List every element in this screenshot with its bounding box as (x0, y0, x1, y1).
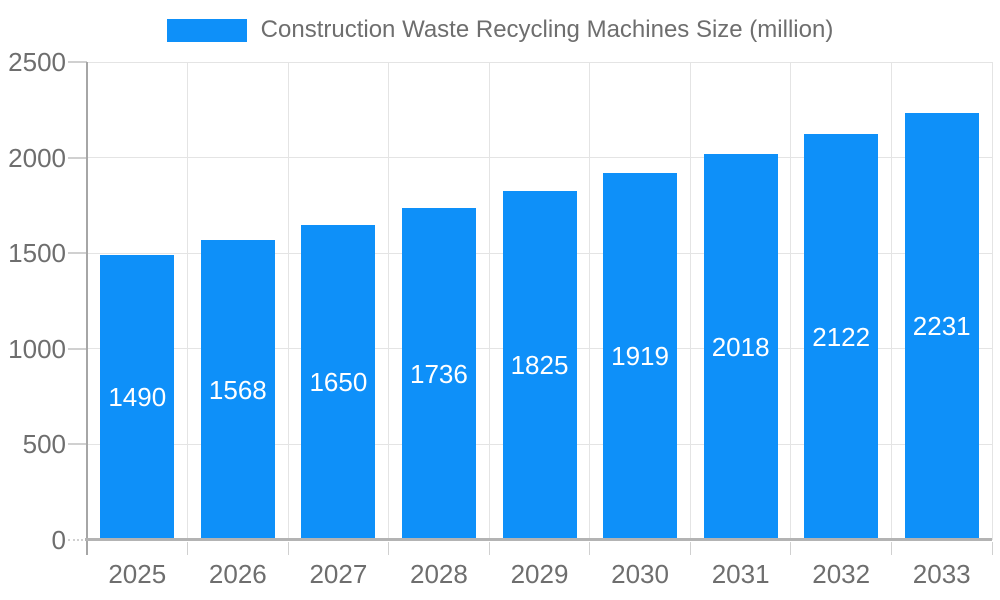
bar-value-label: 2122 (812, 321, 871, 352)
x-axis-tick (187, 542, 189, 555)
y-axis-tick-label: 2500 (8, 47, 66, 77)
x-gridline (187, 62, 189, 540)
y-axis-tick-label: 2000 (8, 142, 66, 173)
x-axis-tick (991, 542, 993, 555)
x-axis-tick (790, 542, 792, 555)
bar-value-label: 2231 (912, 311, 971, 342)
bar-2031[interactable]: 2018 (703, 154, 778, 540)
x-axis-tick (488, 542, 490, 555)
bar-value-label: 1825 (510, 350, 569, 381)
y-axis-tick-label: 1500 (8, 238, 66, 269)
y-axis-tick (68, 539, 87, 541)
bar-2029[interactable]: 1825 (502, 191, 577, 540)
y-axis-tick-label: 500 (22, 429, 66, 460)
bar-value-label: 1736 (410, 358, 468, 389)
y-axis-tick (68, 252, 87, 255)
x-axis-tick-label: 2028 (410, 559, 468, 589)
bar-value-label: 2018 (711, 331, 770, 362)
x-gridline (689, 62, 691, 540)
legend-swatch (166, 18, 247, 42)
x-axis-tick-label: 2033 (912, 559, 971, 589)
bar-2033[interactable]: 2231 (904, 113, 979, 540)
bar-2026[interactable]: 1568 (200, 240, 275, 540)
x-axis-tick (689, 542, 691, 555)
y-axis-tick (68, 61, 87, 63)
y-axis-line (86, 62, 88, 555)
x-axis-tick-label: 2026 (208, 559, 267, 589)
legend[interactable]: Construction Waste Recycling Machines Si… (0, 16, 1000, 44)
x-axis-tick (890, 542, 892, 555)
bar-2027[interactable]: 1650 (301, 224, 376, 540)
legend-label: Construction Waste Recycling Machines Si… (260, 16, 834, 43)
y-gridline (87, 157, 992, 159)
x-axis-tick-label: 2031 (711, 559, 770, 589)
x-axis-tick-label: 2032 (812, 559, 871, 589)
bar-value-label: 1490 (108, 382, 167, 413)
y-gridline (87, 61, 992, 63)
x-gridline (991, 62, 993, 540)
x-gridline (890, 62, 892, 540)
y-axis-tick (68, 156, 87, 159)
bar-value-label: 1650 (309, 366, 368, 397)
bar-2028[interactable]: 1736 (401, 208, 476, 540)
bar-value-label: 1568 (208, 374, 267, 405)
x-gridline (388, 62, 390, 540)
x-gridline (287, 62, 289, 540)
x-axis-tick (287, 542, 289, 555)
x-axis-tick-label: 2025 (108, 559, 167, 589)
y-axis-tick-label: 0 (51, 525, 66, 555)
x-axis-tick-label: 2029 (510, 559, 569, 589)
x-gridline (488, 62, 490, 540)
x-axis-line (85, 538, 992, 541)
y-axis-tick (68, 347, 87, 350)
y-axis-tick (68, 443, 87, 446)
bar-2032[interactable]: 2122 (804, 134, 879, 540)
bar-2030[interactable]: 1919 (603, 173, 678, 540)
x-gridline (790, 62, 792, 540)
bar-value-label: 1919 (611, 341, 669, 372)
bar-2025[interactable]: 1490 (100, 255, 175, 540)
x-axis-tick-label: 2027 (309, 559, 368, 589)
x-axis-tick (388, 542, 390, 555)
x-axis-tick (589, 542, 591, 555)
y-axis-tick-label: 1000 (8, 333, 66, 364)
x-gridline (589, 62, 591, 540)
x-axis-tick-label: 2030 (611, 559, 669, 589)
